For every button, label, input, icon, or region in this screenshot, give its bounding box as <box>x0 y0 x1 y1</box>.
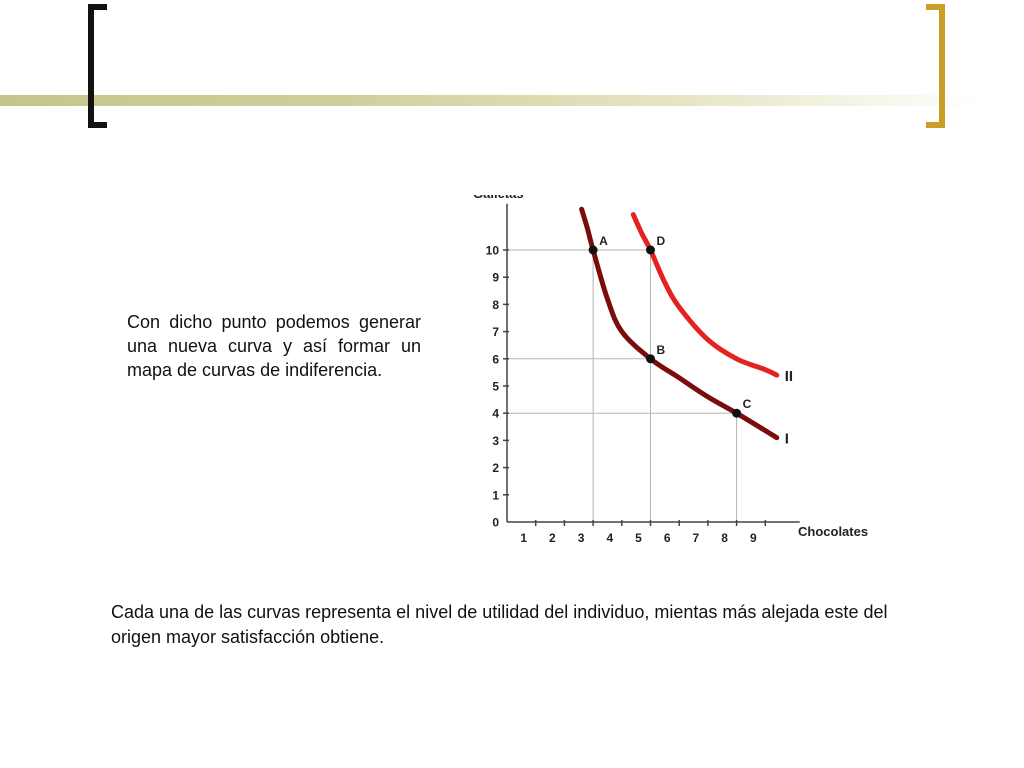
point-D <box>646 245 655 255</box>
axes <box>506 203 800 523</box>
y-tick-label-1: 1 <box>492 488 499 502</box>
point-label-B: B <box>657 343 666 357</box>
left-bracket-decoration <box>88 4 107 128</box>
y-tick-label-2: 2 <box>492 461 499 475</box>
ticks: 0 1 2 3 4 5 6 7 8 9 10 1 2 3 4 5 6 7 8 9 <box>486 244 767 545</box>
points: A D B C <box>588 234 752 418</box>
y-tick-label-9: 9 <box>492 271 499 285</box>
x-tick-label-1: 1 <box>520 531 527 545</box>
point-label-C: C <box>743 397 752 411</box>
side-paragraph: Con dicho punto podemos generar una nuev… <box>127 312 421 380</box>
curve-I <box>579 206 780 441</box>
x-axis-label: Chocolates <box>798 524 868 539</box>
curve-II <box>630 212 780 378</box>
point-label-A: A <box>599 234 608 248</box>
y-tick-label-4: 4 <box>492 407 499 421</box>
point-B <box>646 354 655 364</box>
x-tick-label-4: 4 <box>606 531 613 545</box>
x-tick-label-8: 8 <box>721 531 728 545</box>
x-tick-label-5: 5 <box>635 531 642 545</box>
curve-label-II: II <box>785 368 793 385</box>
x-tick-label-3: 3 <box>578 531 585 545</box>
labels: IIIGalletasChocolates <box>473 195 868 539</box>
y-tick-label-6: 6 <box>492 352 499 366</box>
title-band <box>0 95 985 106</box>
y-tick-label-5: 5 <box>492 380 499 394</box>
point-label-D: D <box>657 234 666 248</box>
curves <box>579 206 780 441</box>
x-tick-label-6: 6 <box>664 531 671 545</box>
x-tick-label-2: 2 <box>549 531 556 545</box>
y-axis-label: Galletas <box>473 195 524 201</box>
x-tick-label-9: 9 <box>750 531 757 545</box>
y-tick-label-8: 8 <box>492 298 499 312</box>
y-tick-label-7: 7 <box>492 325 499 339</box>
y-tick-label-10: 10 <box>486 244 500 258</box>
curve-label-I: I <box>785 431 789 448</box>
right-bracket-decoration <box>926 4 945 128</box>
bottom-paragraph: Cada una de las curvas representa el niv… <box>111 602 888 647</box>
point-A <box>588 245 598 255</box>
guide-lines <box>507 249 738 522</box>
y-tick-label-3: 3 <box>492 434 499 448</box>
y-tick-label-0: 0 <box>492 516 499 530</box>
x-tick-label-7: 7 <box>693 531 700 545</box>
point-C <box>732 408 742 418</box>
